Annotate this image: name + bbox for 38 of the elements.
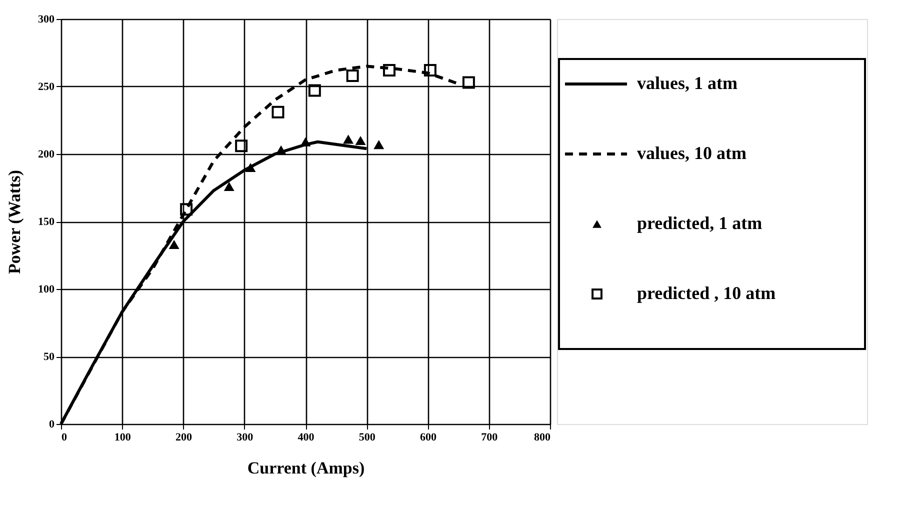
point <box>276 145 286 154</box>
point <box>355 136 366 146</box>
point <box>235 140 248 152</box>
point <box>343 134 354 144</box>
y-tick-label: 300 <box>38 14 55 26</box>
point <box>462 76 475 89</box>
y-tick-label: 0 <box>49 418 55 430</box>
point <box>245 162 256 172</box>
x-tick-label: 700 <box>481 432 498 444</box>
x-tick-label: 800 <box>534 432 551 444</box>
y-tick-label: 250 <box>38 81 55 93</box>
point <box>424 64 436 77</box>
point <box>346 69 359 82</box>
x-tick-label: 0 <box>62 432 68 444</box>
x-tick-label: 500 <box>358 432 376 444</box>
x-tick-label: 200 <box>176 432 192 444</box>
point <box>300 137 311 146</box>
x-tick-label: 300 <box>236 432 254 444</box>
x-tick-label: 100 <box>114 432 132 444</box>
legend-label: predicted , 10 atm <box>637 283 776 303</box>
point <box>180 203 193 216</box>
y-axis-title: Power (Watts) <box>5 170 24 274</box>
point <box>272 106 284 118</box>
point <box>168 240 180 249</box>
x-tick-label: 600 <box>420 432 437 444</box>
legend-label: values, 10 atm <box>637 143 746 163</box>
point <box>308 84 321 97</box>
legend-label: predicted, 1 atm <box>637 213 762 233</box>
y-tick-label: 100 <box>38 284 55 296</box>
y-tick-label: 200 <box>38 148 55 160</box>
point <box>224 182 234 191</box>
point <box>382 64 396 77</box>
point <box>374 140 384 150</box>
x-axis-title: Current (Amps) <box>247 458 365 478</box>
legend-label: values, 1 atm <box>637 73 738 93</box>
y-tick-label: 50 <box>44 351 55 363</box>
x-tick-label: 400 <box>298 432 315 444</box>
y-tick-label: 150 <box>38 216 55 228</box>
